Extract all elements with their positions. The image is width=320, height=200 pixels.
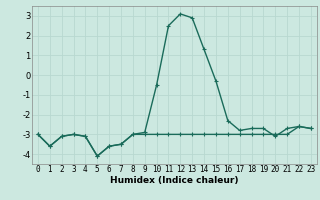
X-axis label: Humidex (Indice chaleur): Humidex (Indice chaleur) (110, 176, 239, 185)
